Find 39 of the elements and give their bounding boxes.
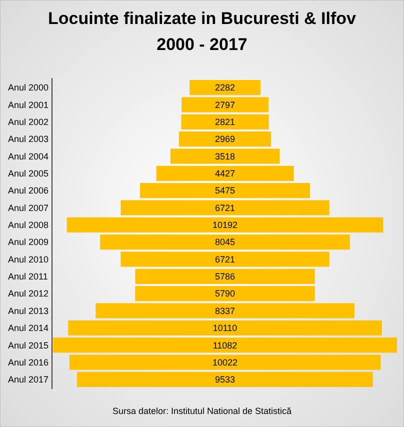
category-label: Anul 2005 [8, 168, 49, 179]
data-label: 3518 [214, 151, 236, 162]
category-label: Anul 2008 [8, 220, 49, 230]
data-label: 10022 [212, 357, 238, 368]
data-label: 5790 [214, 288, 236, 299]
data-label: 10110 [212, 323, 238, 334]
category-label: Anul 2000 [8, 82, 49, 93]
data-label: 11082 [212, 340, 238, 350]
category-label: Anul 2010 [8, 254, 49, 264]
category-label: Anul 2012 [8, 288, 49, 299]
data-label: 5786 [214, 272, 236, 282]
category-label: Anul 2011 [8, 272, 48, 282]
data-label: 5475 [214, 186, 236, 196]
text: Locuinte finalizate in Bucuresti & Ilfov [48, 9, 356, 28]
text: Sursa datelor: Institutul National de Statistică [112, 406, 292, 416]
category-label: Anul 2017 [8, 374, 49, 385]
category-label: Anul 2007 [8, 202, 49, 213]
category-label: Anul 2002 [8, 117, 49, 128]
category-label: Anul 2013 [8, 306, 49, 316]
category-label: Anul 2015 [8, 340, 49, 350]
data-label: 2821 [214, 117, 236, 128]
category-label: Anul 2001 [8, 100, 49, 110]
category-label: Anul 2003 [8, 134, 49, 144]
data-label: 8337 [214, 306, 236, 316]
data-label: 2282 [214, 82, 236, 93]
category-label: Anul 2004 [8, 151, 49, 162]
data-label: 9533 [214, 374, 236, 385]
text: 2000 - 2017 [156, 35, 248, 54]
data-label: 8045 [214, 237, 236, 248]
data-label: 6721 [214, 254, 236, 264]
data-label: 10192 [212, 220, 238, 230]
data-label: 4427 [214, 168, 236, 179]
category-label: Anul 2006 [8, 186, 49, 196]
data-label: 2969 [214, 134, 236, 144]
category-label: Anul 2014 [8, 323, 49, 334]
data-label: 2797 [214, 100, 236, 110]
data-label: 6721 [214, 202, 236, 213]
category-label: Anul 2009 [8, 237, 49, 248]
category-label: Anul 2016 [8, 357, 49, 368]
